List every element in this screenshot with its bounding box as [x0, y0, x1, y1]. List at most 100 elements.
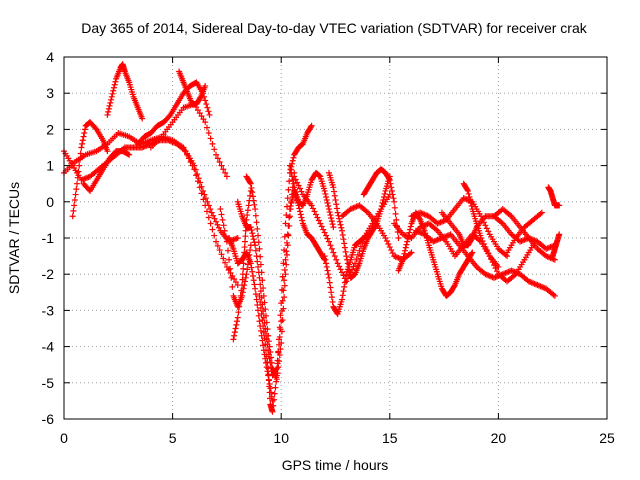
data-point [257, 253, 264, 260]
data-point [328, 245, 335, 252]
data-point [223, 173, 230, 180]
data-point [401, 250, 408, 257]
data-point [485, 250, 492, 257]
data-point [75, 168, 82, 175]
data-point [254, 301, 261, 308]
data-point [239, 271, 246, 278]
data-point [337, 266, 344, 273]
data-point [468, 203, 475, 210]
data-point [266, 389, 273, 396]
data-point [78, 144, 85, 151]
data-point [341, 279, 348, 286]
data-point [216, 247, 223, 254]
x-tick-label: 0 [60, 430, 68, 446]
data-point [248, 184, 255, 191]
data-point [72, 191, 79, 198]
data-point [338, 224, 345, 231]
data-point [71, 196, 78, 203]
y-tick-label: -6 [42, 411, 55, 427]
data-point [244, 261, 251, 268]
data-point [196, 110, 203, 117]
data-point [229, 283, 236, 290]
data-point [283, 212, 290, 219]
data-point [209, 140, 216, 147]
data-point [262, 312, 269, 319]
data-point [108, 93, 115, 100]
data-point [241, 244, 248, 251]
data-point [248, 227, 255, 234]
data-point [252, 285, 259, 292]
data-point [297, 185, 304, 192]
data-point [242, 233, 249, 240]
data-point [247, 179, 254, 186]
series-trace-29 [545, 184, 563, 209]
y-tick-label: -5 [42, 375, 55, 391]
data-point [340, 272, 347, 279]
data-point [478, 235, 485, 241]
chart-title: Day 365 of 2014, Sidereal Day-to-day VTE… [81, 20, 587, 36]
data-point [76, 156, 83, 163]
y-axis-label: SDTVAR / TECUs [6, 182, 22, 294]
data-point [200, 196, 207, 203]
data-point [282, 256, 289, 263]
data-point [388, 184, 395, 191]
data-point [209, 226, 216, 233]
data-point [198, 190, 205, 197]
data-point [247, 247, 254, 254]
data-point [325, 206, 332, 213]
data-point [210, 212, 217, 219]
data-point [194, 171, 201, 178]
data-point [263, 353, 270, 360]
data-point [387, 180, 394, 187]
data-point [220, 166, 227, 173]
data-point [203, 101, 210, 108]
data-point [278, 339, 285, 346]
data-point [262, 306, 269, 313]
data-point [330, 224, 337, 231]
data-point [218, 251, 225, 258]
data-point [222, 233, 229, 240]
data-point [488, 256, 495, 263]
data-point [105, 108, 112, 115]
data-point [270, 396, 277, 403]
data-point [483, 225, 490, 232]
data-point [228, 274, 235, 281]
data-point [256, 318, 263, 325]
data-point [343, 253, 350, 260]
x-tick-label: 20 [491, 430, 507, 446]
data-point [76, 162, 83, 169]
data-point [277, 312, 284, 319]
data-point [139, 115, 146, 122]
data-point [268, 359, 275, 366]
data-point [223, 263, 230, 270]
data-point [480, 241, 487, 248]
data-point [70, 207, 77, 214]
data-point [339, 269, 346, 276]
x-tick-label: 15 [382, 430, 398, 446]
data-point [464, 187, 471, 194]
data-point [276, 336, 283, 343]
data-point [242, 227, 249, 234]
data-point [286, 178, 293, 185]
data-point [391, 198, 398, 205]
data-point [407, 226, 414, 233]
data-point [272, 384, 279, 391]
data-point [381, 193, 388, 200]
data-point [244, 212, 251, 219]
data-point [365, 231, 372, 238]
data-point [111, 81, 118, 88]
data-point [239, 276, 246, 283]
y-tick-label: -3 [42, 302, 55, 318]
data-point [106, 102, 113, 109]
data-point [252, 212, 259, 219]
data-point [278, 286, 285, 293]
data-point [389, 250, 396, 257]
data-point [264, 326, 271, 333]
data-point [324, 235, 331, 242]
data-point [493, 268, 500, 275]
data-point [273, 378, 280, 385]
data-point [337, 221, 344, 228]
tick-labels: 0 5 10 15 20 25 -6 -5 -4 -3 -2 -1 0 1 2 3 4 [42, 49, 615, 446]
data-point [491, 262, 498, 269]
data-point [364, 231, 371, 238]
